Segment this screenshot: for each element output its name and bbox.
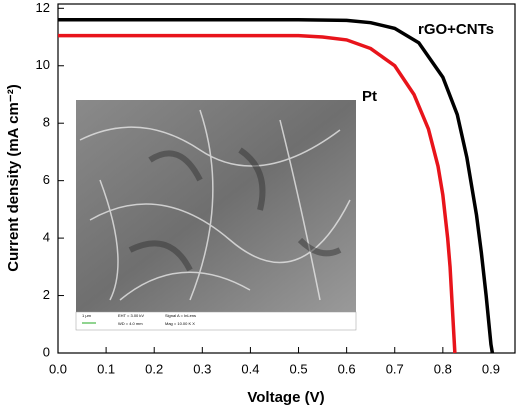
x-tick-label: 0.6 — [338, 361, 356, 376]
x-tick-label: 0.5 — [289, 361, 307, 376]
x-tick-label: 0.4 — [241, 361, 259, 376]
x-tick-label: 0.1 — [97, 361, 115, 376]
inset-info: Mag = 10.00 K X — [165, 321, 195, 326]
y-tick-label: 2 — [43, 287, 50, 302]
inset-info: EHT = 3.00 kV — [118, 313, 144, 318]
inset-info: WD = 4.0 mm — [118, 321, 143, 326]
y-axis-title: Current density (mA cm⁻²) — [5, 84, 22, 271]
y-tick-label: 12 — [36, 0, 50, 15]
y-tick-label: 8 — [43, 115, 50, 130]
inset-info: Signal A = InLens — [165, 313, 196, 318]
data-line — [58, 18, 495, 354]
y-tick-label: 10 — [36, 57, 50, 72]
inset-image: 1 μm EHT = 3.00 kV Signal A = InLens WD … — [75, 100, 357, 331]
y-tick-label: 6 — [43, 172, 50, 187]
series-label: rGO+CNTs — [418, 21, 494, 38]
plot-frame — [57, 3, 516, 354]
y-tick-label: 0 — [43, 344, 50, 359]
data-line — [58, 33, 457, 354]
x-tick-label: 0.0 — [49, 361, 67, 376]
x-tick-label: 0.7 — [386, 361, 404, 376]
x-axis-title: Voltage (V) — [247, 389, 324, 406]
series-label: Pt — [362, 88, 377, 105]
y-tick-label: 4 — [43, 230, 50, 245]
x-tick-label: 0.2 — [145, 361, 163, 376]
x-tick-label: 0.8 — [434, 361, 452, 376]
x-tick-label: 0.9 — [482, 361, 500, 376]
scale-bar-label: 1 μm — [82, 313, 92, 318]
x-tick-label: 0.3 — [193, 361, 211, 376]
